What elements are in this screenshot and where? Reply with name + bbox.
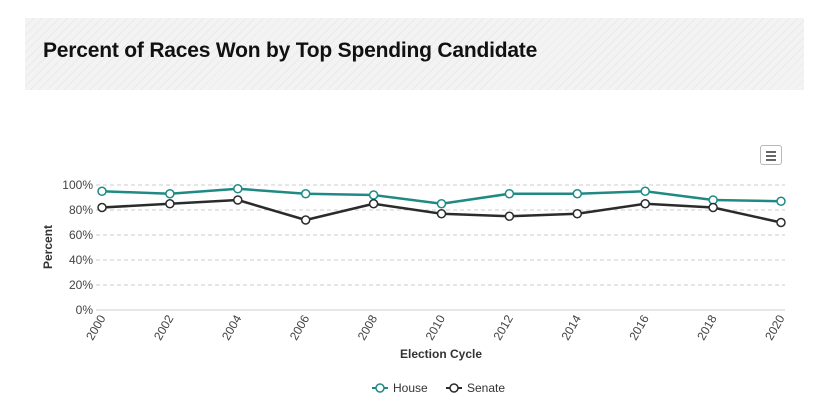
senate-data-point: [436, 209, 447, 219]
x-tick-label: 2008: [355, 312, 381, 342]
y-tick-label: 40%: [69, 253, 93, 267]
house-data-point: [368, 190, 379, 200]
hamburger-menu-icon: [766, 151, 776, 153]
senate-data-point: [640, 199, 650, 209]
y-tick-label: 80%: [69, 203, 93, 217]
house-data-point: [640, 186, 650, 196]
y-tick-label: 60%: [69, 228, 93, 242]
senate-data-point: [776, 217, 786, 228]
x-tick-label: 2002: [151, 312, 177, 342]
house-data-point: [233, 184, 243, 194]
chart-header: Percent of Races Won by Top Spending Can…: [25, 18, 804, 90]
house-data-point: [776, 196, 786, 206]
legend-senate-label[interactable]: Senate: [467, 381, 505, 395]
senate-data-point: [97, 202, 107, 213]
y-tick-label: 0%: [76, 303, 94, 317]
x-axis-title: Election Cycle: [400, 347, 482, 361]
x-tick-label: 2016: [626, 312, 652, 342]
x-tick-label: 2018: [694, 312, 720, 342]
hamburger-menu-icon-line: [766, 155, 776, 157]
senate-data-point: [233, 195, 243, 205]
house-data-point: [97, 186, 107, 196]
house-data-point: [572, 189, 583, 199]
x-tick-label: 2004: [219, 312, 245, 342]
chart-menu-button[interactable]: [760, 145, 782, 165]
chart-title: Percent of Races Won by Top Spending Can…: [43, 39, 538, 62]
x-tick-label: 2020: [762, 312, 788, 342]
y-tick-label: 20%: [69, 278, 93, 292]
senate-data-point: [504, 211, 515, 221]
house-data-point: [165, 189, 175, 199]
senate-data-point: [368, 199, 379, 209]
legend-house-label[interactable]: House: [393, 381, 428, 395]
house-data-point: [504, 189, 515, 199]
y-tick-label: 100%: [62, 178, 93, 192]
x-tick-label: 2010: [423, 312, 449, 342]
legend-senate-marker: [449, 383, 459, 393]
senate-data-point: [572, 209, 583, 219]
x-tick-label: 2012: [491, 312, 517, 342]
legend-house-marker: [375, 383, 385, 393]
hamburger-menu-icon-line: [766, 159, 776, 161]
senate-data-point: [300, 215, 311, 225]
house-data-point: [300, 189, 311, 199]
senate-data-point: [165, 199, 175, 209]
house-data-point: [436, 199, 447, 209]
y-axis-title: Percent: [41, 225, 55, 269]
x-tick-label: 2006: [287, 312, 313, 342]
x-tick-label: 2014: [558, 312, 584, 342]
senate-data-point: [708, 202, 718, 213]
